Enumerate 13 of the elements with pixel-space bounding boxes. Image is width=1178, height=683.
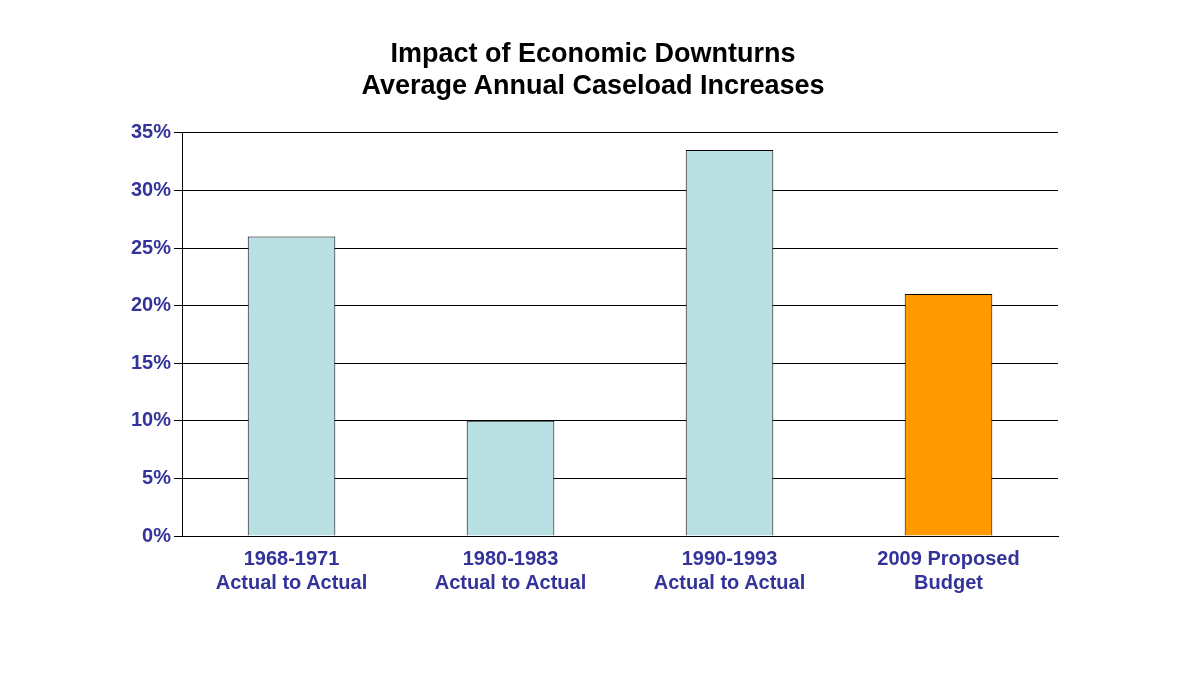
- y-tick-label: 10%: [131, 408, 172, 431]
- x-tick-label: 1968-1971 Actual to Actual: [215, 546, 368, 593]
- chart-title: Impact of Economic Downturns Average Annual Caseload Increases: [361, 37, 825, 101]
- y-tick-label: 35%: [131, 120, 172, 143]
- x-tick-label: 1980-1983 Actual to Actual: [434, 546, 587, 593]
- x-tick-label: 1990-1993 Actual to Actual: [653, 546, 806, 593]
- y-tick-label: 30%: [131, 177, 172, 200]
- y-tick-label: 20%: [131, 293, 172, 316]
- y-tick-label: 5%: [142, 465, 172, 488]
- y-tick-label: 0%: [142, 523, 172, 546]
- y-tick-label: 15%: [131, 350, 172, 373]
- y-tick-label: 25%: [131, 235, 172, 258]
- x-tick-label: 2009 Proposed Budget: [877, 546, 1020, 593]
